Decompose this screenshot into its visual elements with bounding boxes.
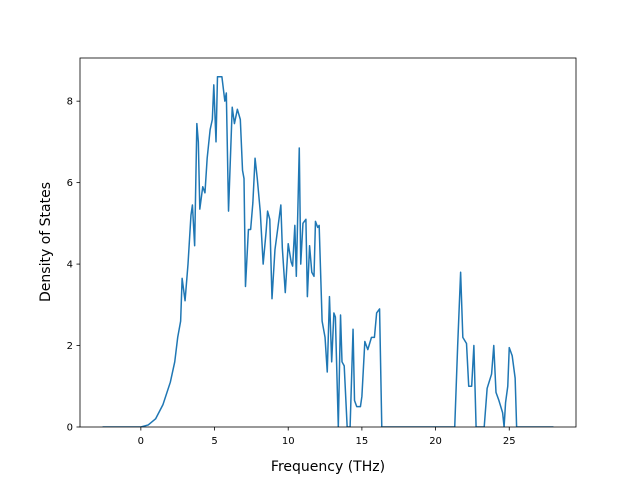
y-tick-label: 0 — [67, 423, 73, 434]
y-tick-label: 4 — [67, 260, 73, 271]
y-tick-label: 6 — [67, 178, 73, 189]
line — [102, 75, 554, 427]
x-tick-label: 5 — [211, 436, 217, 447]
x-tick-label: 15 — [356, 436, 369, 447]
x-tick-label: 20 — [429, 436, 442, 447]
x-tick-label: 25 — [503, 436, 516, 447]
y-axis-label: Density of States — [38, 182, 54, 302]
y-tick-label: 2 — [67, 341, 73, 352]
x-axis-label: Frequency (THz) — [271, 459, 385, 475]
x-tick-label: 10 — [282, 436, 295, 447]
y-tick-label: 8 — [67, 97, 73, 108]
axes-frame — [79, 57, 577, 428]
x-tick-label: 0 — [138, 436, 144, 447]
